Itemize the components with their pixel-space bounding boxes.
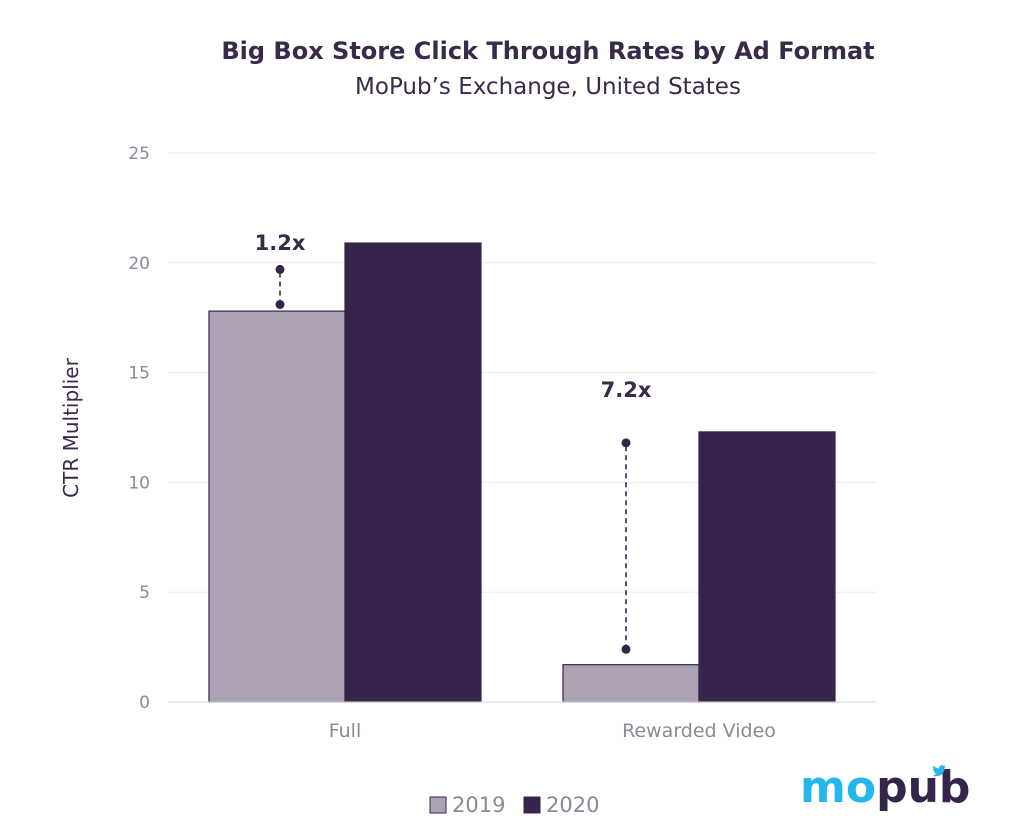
y-tick-label-5: 5 (139, 583, 150, 603)
bar-2019-rewarded-video (562, 664, 700, 703)
annotation-label-full: 1.2x (255, 231, 306, 255)
bar-2020-full (344, 242, 482, 703)
x-tick-label-full: Full (329, 720, 362, 742)
y-tick-label-15: 15 (128, 364, 150, 384)
bar-2020-rewarded-video (698, 431, 836, 703)
annotation-label-rewarded-video: 7.2x (601, 378, 652, 402)
mopub-logo: mopub (800, 762, 970, 813)
annotations: 1.2x 7.2x (255, 231, 652, 654)
logo-text-mo: mo (800, 762, 876, 813)
y-tick-label-0: 0 (139, 693, 150, 713)
legend: 2019 2020 (429, 793, 599, 817)
twitter-bird-icon (932, 765, 946, 777)
axes: 0 5 10 15 20 25 Full Rewarded Video (128, 144, 876, 742)
legend-label-2019: 2019 (452, 793, 505, 817)
bars (208, 242, 836, 703)
annotation-dot-top-rewarded-video (621, 438, 631, 448)
y-tick-label-20: 20 (128, 254, 150, 274)
chart-subtitle: MoPub’s Exchange, United States (355, 74, 741, 100)
x-tick-label-rewarded-video: Rewarded Video (622, 720, 776, 742)
annotation-dot-bottom-full (275, 300, 285, 310)
annotation-dot-top-full (275, 264, 285, 274)
annotation-dot-bottom-rewarded-video (621, 644, 631, 654)
y-tick-label-25: 25 (128, 144, 150, 164)
legend-swatch-2019 (429, 796, 447, 814)
legend-swatch-2020 (523, 796, 541, 814)
chart-title: Big Box Store Click Through Rates by Ad … (221, 37, 874, 65)
legend-label-2020: 2020 (546, 793, 599, 817)
svg-text:mopub: mopub (800, 762, 970, 813)
y-tick-label-10: 10 (128, 473, 150, 493)
y-axis-label: CTR Multiplier (59, 357, 83, 497)
bar-2019-full (208, 310, 346, 703)
logo-text-pub: pub (876, 762, 970, 813)
